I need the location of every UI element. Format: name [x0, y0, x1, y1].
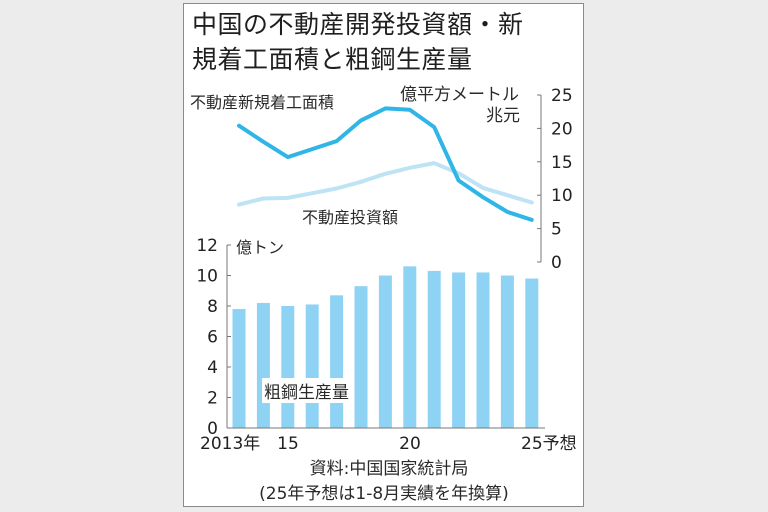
- right-axis-tick-label: 25: [551, 86, 573, 106]
- steel-bar: [281, 306, 295, 428]
- x-axis-tick-label: 15: [277, 434, 299, 454]
- steel-bar: [476, 272, 490, 428]
- left-axis-tick-label: 12: [196, 236, 218, 256]
- left-axis-tick-label: 8: [207, 297, 218, 317]
- title-line-1: 中国の不動産開発投資額・新: [192, 10, 524, 39]
- projection-note: (25年予想は1-8月実績を年換算): [259, 484, 509, 504]
- left-axis-tick-label: 10: [196, 267, 218, 287]
- source-note: 資料:中国国家統計局: [0, 454, 768, 479]
- x-axis-tick-label: 25予想: [521, 434, 577, 454]
- steel-bar: [354, 286, 368, 428]
- investment-line: [237, 161, 534, 207]
- left-axis-unit: 億トン: [236, 238, 285, 257]
- left-axis-tick-label: 6: [207, 328, 218, 348]
- steel-series-label: 粗鋼生産量: [262, 378, 351, 403]
- left-axis-tick-label: 4: [207, 358, 218, 378]
- steel-bar: [525, 278, 539, 428]
- right-axis-tick-label: 15: [551, 153, 573, 173]
- right-axis-tick-label: 5: [551, 220, 562, 240]
- right-axis-unit-yuan: 兆元: [486, 106, 520, 126]
- x-axis-tick-label: 2013年: [200, 434, 260, 454]
- steel-bar: [403, 266, 417, 428]
- steel-bar: [305, 304, 319, 428]
- steel-bar: [378, 275, 392, 428]
- steel-bar: [452, 272, 466, 428]
- floor-space-series-label: 不動産新規着工面積: [190, 93, 335, 112]
- investment-series-label: 不動産投資額: [302, 208, 399, 227]
- steel-bar: [427, 270, 441, 428]
- right-axis-tick-label: 10: [551, 186, 573, 206]
- steel-bar: [500, 275, 514, 428]
- floor-space-line: [237, 106, 534, 222]
- right-axis-tick-label: 20: [551, 119, 573, 139]
- x-axis-tick-label: 20: [399, 434, 421, 454]
- left-axis-tick-label: 2: [207, 389, 218, 409]
- right-axis-tick-label: 0: [551, 253, 562, 273]
- source-text: 資料:中国国家統計局: [309, 459, 469, 479]
- steel-bar: [256, 302, 270, 428]
- steel-bar: [232, 309, 246, 428]
- chart-title: 中国の不動産開発投資額・新 規着工面積と粗鋼生産量: [192, 7, 524, 77]
- left-axis-tick-label: 0: [207, 419, 218, 439]
- right-axis-unit-area: 億平方メートル: [400, 85, 519, 105]
- steel-bar: [330, 295, 344, 428]
- title-line-2: 規着工面積と粗鋼生産量: [192, 45, 473, 74]
